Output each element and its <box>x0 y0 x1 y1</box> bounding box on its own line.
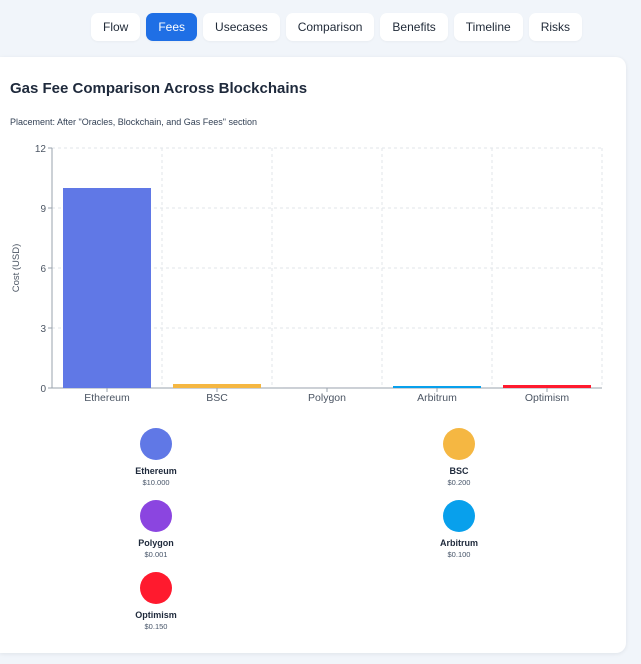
legend-item-arbitrum: Arbitrum $0.100 <box>399 500 519 559</box>
legend-dot <box>443 500 475 532</box>
legend-item-ethereum: Ethereum $10.000 <box>96 428 216 487</box>
legend-item-polygon: Polygon $0.001 <box>96 500 216 559</box>
legend-value: $0.100 <box>447 550 471 559</box>
chart-title: Gas Fee Comparison Across Blockchains <box>10 80 308 97</box>
legend-name: Polygon <box>138 538 174 548</box>
x-tick-label: Polygon <box>308 392 346 404</box>
legend-dot <box>140 428 172 460</box>
x-tick-label: BSC <box>206 392 228 404</box>
legend-value: $10.000 <box>142 478 170 487</box>
tab-comparison[interactable]: Comparison <box>285 13 375 41</box>
legend-dot <box>140 500 172 532</box>
legend-dot <box>140 572 172 604</box>
legend-value: $0.001 <box>144 550 168 559</box>
legend-name: Ethereum <box>135 466 177 476</box>
legend-value: $0.150 <box>144 622 168 631</box>
y-tick-label: 3 <box>40 324 46 335</box>
legend-dot <box>443 428 475 460</box>
x-tick-label: Optimism <box>525 392 570 404</box>
tab-timeline[interactable]: Timeline <box>453 13 523 41</box>
legend-value: $0.200 <box>447 478 471 487</box>
tab-benefits[interactable]: Benefits <box>380 13 448 41</box>
y-tick-label: 12 <box>35 144 47 155</box>
tab-flow[interactable]: Flow <box>91 13 141 41</box>
legend-name: Optimism <box>135 610 177 620</box>
y-axis-label: Cost (USD) <box>11 244 22 293</box>
placement-note: Placement: After "Oracles, Blockchain, a… <box>10 117 258 127</box>
legend-name: BSC <box>449 466 469 476</box>
x-tick-label: Arbitrum <box>417 392 457 404</box>
legend-item-bsc: BSC $0.200 <box>399 428 519 487</box>
bar-bsc <box>173 384 261 388</box>
bar-ethereum <box>63 188 151 388</box>
legend-name: Arbitrum <box>440 538 478 548</box>
y-tick-label: 9 <box>40 204 46 215</box>
bar-arbitrum <box>393 386 481 388</box>
tab-bar: Flow Fees Usecases Comparison Benefits T… <box>91 13 583 41</box>
bar-optimism <box>503 385 591 388</box>
tab-usecases[interactable]: Usecases <box>203 13 280 41</box>
legend-item-optimism: Optimism $0.150 <box>96 572 216 631</box>
bar-chart: 0 3 6 9 12 Ethereum BSC Polygon Arbitrum Optimism… <box>11 144 603 404</box>
y-tick-label: 0 <box>40 384 46 395</box>
tab-fees[interactable]: Fees <box>146 13 198 41</box>
x-tick-label: Ethereum <box>84 392 130 404</box>
tab-risks[interactable]: Risks <box>528 13 583 41</box>
y-tick-label: 6 <box>40 264 46 275</box>
